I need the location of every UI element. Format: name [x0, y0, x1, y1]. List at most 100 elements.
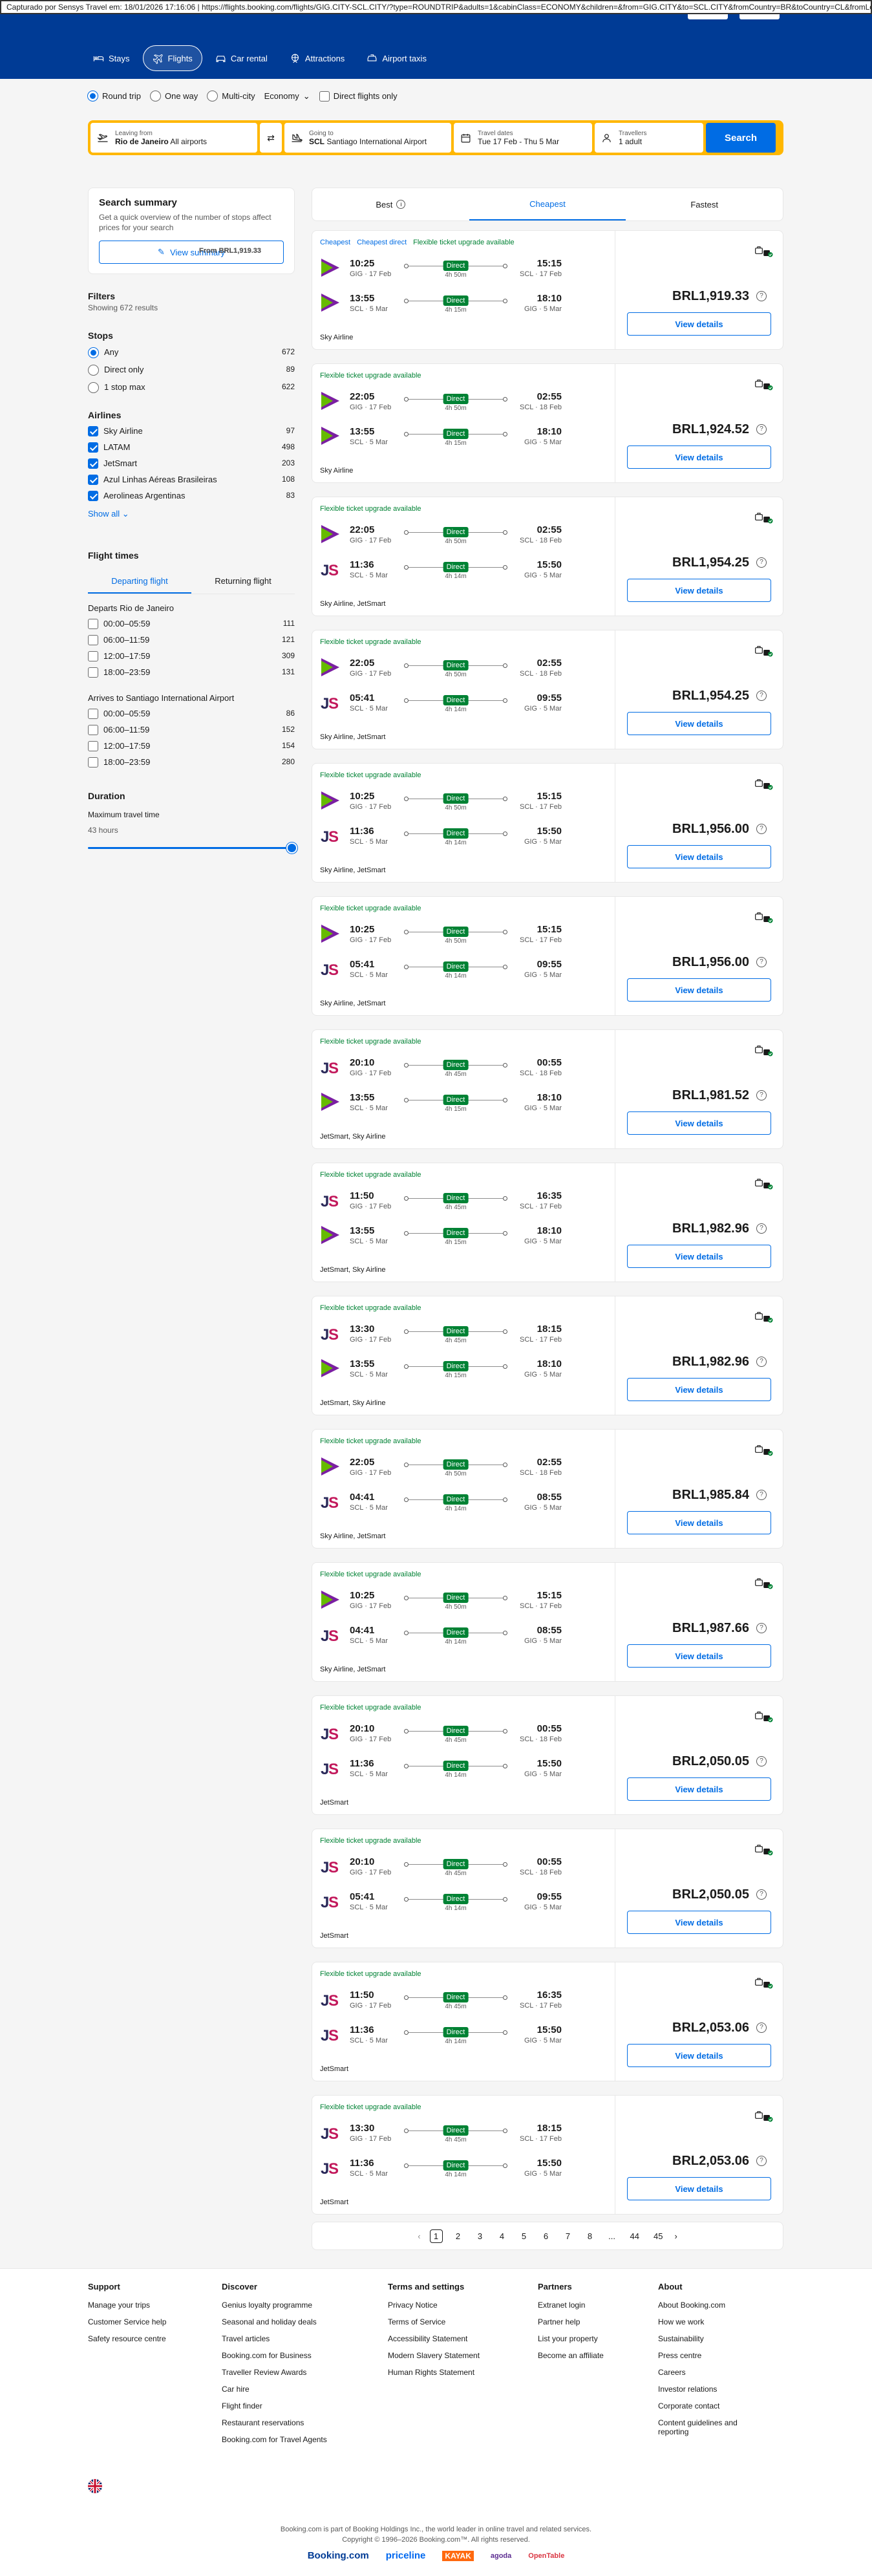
footer-link[interactable]: About Booking.com — [658, 2301, 726, 2310]
page-number[interactable]: 44 — [630, 2231, 639, 2241]
footer-link[interactable]: Travel articles — [222, 2334, 270, 2343]
footer-link[interactable]: Car hire — [222, 2385, 250, 2394]
view-details-button[interactable]: View details — [627, 1911, 771, 1934]
airline-option[interactable]: Azul Linhas Aéreas Brasileiras 108 — [88, 475, 295, 485]
info-icon[interactable]: i — [396, 200, 406, 209]
price-info-icon[interactable]: ? — [756, 1357, 767, 1367]
footer-link[interactable]: Booking.com for Business — [222, 2351, 312, 2360]
cabin-class-select[interactable]: Economy ⌄ — [264, 91, 310, 102]
footer-link[interactable]: Investor relations — [658, 2385, 718, 2394]
search-button[interactable]: Search — [706, 123, 776, 153]
price-info-icon[interactable]: ? — [756, 957, 767, 967]
stops-option[interactable]: 1 stop max From BRL1,919.33 622 — [88, 247, 295, 393]
view-summary-button[interactable]: ✎ View summary — [99, 241, 284, 264]
multi-city-option[interactable]: Multi-city — [207, 91, 255, 102]
footer-link[interactable]: Accessibility Statement — [388, 2334, 468, 2343]
footer-link[interactable]: Become an affiliate — [538, 2351, 604, 2360]
time-checkbox[interactable] — [88, 741, 98, 751]
page-number[interactable]: 3 — [477, 2231, 483, 2241]
view-details-button[interactable]: View details — [627, 978, 771, 1002]
page-number[interactable]: 1 — [429, 2229, 443, 2243]
price-info-icon[interactable]: ? — [756, 557, 767, 568]
time-checkbox[interactable] — [88, 725, 98, 735]
page-number[interactable]: 45 — [654, 2231, 663, 2241]
price-info-icon[interactable]: ? — [756, 691, 767, 701]
airline-checkbox[interactable] — [88, 491, 98, 501]
nav-attractions[interactable]: Attractions — [281, 45, 354, 71]
one-way-radio[interactable] — [149, 91, 161, 102]
footer-link[interactable]: How we work — [658, 2317, 705, 2326]
footer-link[interactable]: Modern Slavery Statement — [388, 2351, 480, 2360]
direct-only-checkbox[interactable] — [319, 91, 330, 102]
nav-flights[interactable]: Flights — [142, 45, 202, 71]
airline-checkbox[interactable] — [88, 442, 98, 453]
brand-logo[interactable]: priceline — [385, 2550, 426, 2561]
price-info-icon[interactable]: ? — [756, 1623, 767, 1633]
footer-link[interactable]: Restaurant reservations — [222, 2418, 304, 2427]
arrives-time-option[interactable]: 18:00–23:59 280 — [88, 757, 295, 767]
airline-option[interactable]: LATAM 498 — [88, 442, 295, 453]
stops-option[interactable]: Direct only From BRL1,919.33 89 — [88, 247, 295, 376]
header-button[interactable] — [688, 14, 728, 19]
footer-link[interactable]: Careers — [658, 2368, 686, 2377]
price-info-icon[interactable]: ? — [756, 2156, 767, 2166]
brand-logo[interactable]: Booking.com — [307, 2550, 369, 2561]
view-details-button[interactable]: View details — [627, 712, 771, 735]
footer-link[interactable]: Extranet login — [538, 2301, 586, 2310]
price-info-icon[interactable]: ? — [756, 2023, 767, 2033]
footer-link[interactable]: Traveller Review Awards — [222, 2368, 307, 2377]
brand-logo[interactable]: OpenTable — [528, 2551, 565, 2560]
prev-page-icon[interactable]: ‹ — [418, 2231, 421, 2241]
footer-link[interactable]: Sustainability — [658, 2334, 704, 2343]
tab-departing[interactable]: Departing flight — [88, 570, 191, 594]
tab-returning[interactable]: Returning flight — [215, 576, 271, 586]
view-details-button[interactable]: View details — [627, 579, 771, 602]
airline-checkbox[interactable] — [88, 475, 98, 485]
slider-handle[interactable] — [286, 843, 297, 853]
uk-flag-icon[interactable] — [88, 2479, 102, 2493]
footer-link[interactable]: List your property — [538, 2334, 598, 2343]
leaving-from-field[interactable]: Leaving from Rio de Janeiro All airports — [90, 123, 257, 153]
price-info-icon[interactable]: ? — [756, 1223, 767, 1234]
footer-link[interactable]: Customer Service help — [88, 2317, 167, 2326]
footer-link[interactable]: Genius loyalty programme — [222, 2301, 313, 2310]
time-checkbox[interactable] — [88, 757, 98, 767]
view-details-button[interactable]: View details — [627, 312, 771, 336]
view-details-button[interactable]: View details — [627, 845, 771, 868]
direct-only-option[interactable]: Direct flights only — [319, 91, 398, 102]
page-number[interactable]: 6 — [543, 2231, 549, 2241]
price-info-icon[interactable]: ? — [756, 1090, 767, 1100]
footer-link[interactable]: Booking.com for Travel Agents — [222, 2435, 327, 2444]
time-checkbox[interactable] — [88, 619, 98, 629]
next-page-icon[interactable]: › — [674, 2231, 677, 2241]
brand-logo[interactable]: KAYAK — [442, 2550, 474, 2561]
header-button[interactable] — [739, 14, 780, 19]
going-to-field[interactable]: Going to SCL Santiago International Airpo… — [284, 123, 451, 153]
departs-time-option[interactable]: 18:00–23:59 131 — [88, 667, 295, 678]
view-details-button[interactable]: View details — [627, 1245, 771, 1268]
multi-city-radio[interactable] — [207, 91, 218, 102]
departs-time-option[interactable]: 06:00–11:59 121 — [88, 635, 295, 645]
price-info-icon[interactable]: ? — [756, 424, 767, 435]
stops-radio[interactable] — [88, 382, 99, 393]
footer-link[interactable]: Human Rights Statement — [388, 2368, 475, 2377]
departs-time-option[interactable]: 12:00–17:59 309 — [88, 651, 295, 661]
footer-link[interactable]: Partner help — [538, 2317, 580, 2326]
airline-checkbox[interactable] — [88, 426, 98, 436]
price-info-icon[interactable]: ? — [756, 1889, 767, 1900]
footer-link[interactable]: Safety resource centre — [88, 2334, 166, 2343]
footer-link[interactable]: Seasonal and holiday deals — [222, 2317, 317, 2326]
footer-link[interactable]: Privacy Notice — [388, 2301, 438, 2310]
view-details-button[interactable]: View details — [627, 1511, 771, 1534]
footer-link[interactable]: Terms of Service — [388, 2317, 446, 2326]
one-way-option[interactable]: One way — [149, 91, 198, 102]
view-details-button[interactable]: View details — [627, 2177, 771, 2200]
price-info-icon[interactable]: ? — [756, 291, 767, 301]
view-details-button[interactable]: View details — [627, 445, 771, 469]
stops-option[interactable]: Any From BRL1,919.33 672 — [88, 247, 295, 358]
page-number[interactable]: 4 — [499, 2231, 505, 2241]
stops-radio[interactable] — [88, 347, 99, 358]
airline-option[interactable]: Sky Airline 97 — [88, 426, 295, 436]
view-details-button[interactable]: View details — [627, 1777, 771, 1801]
time-checkbox[interactable] — [88, 667, 98, 678]
